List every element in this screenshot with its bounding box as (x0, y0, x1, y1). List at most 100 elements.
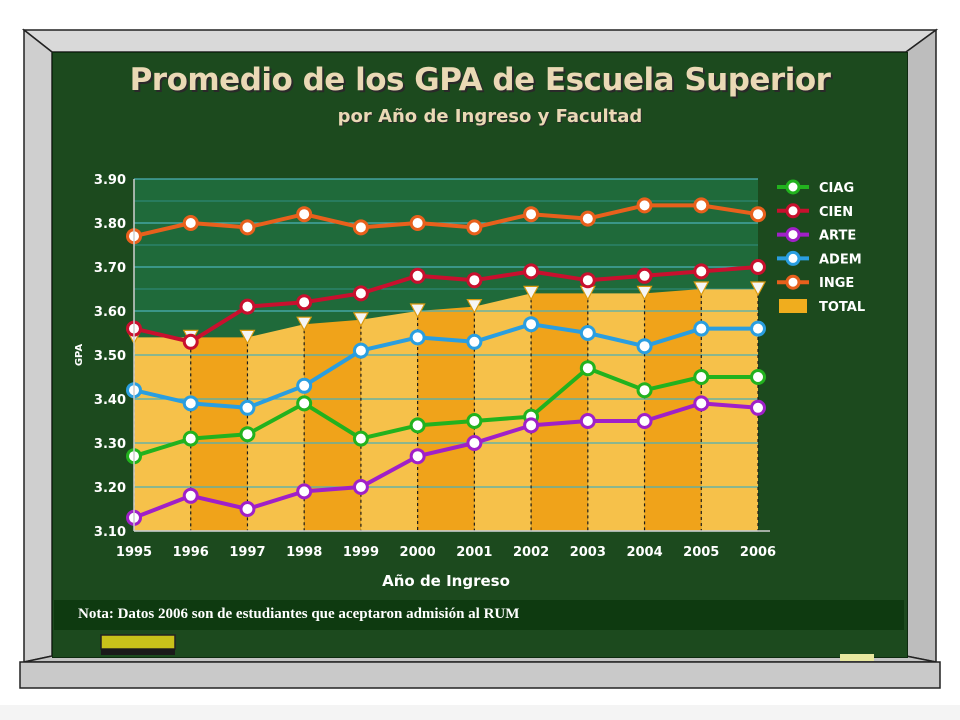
point-cien (579, 272, 596, 289)
point-cien (182, 333, 199, 350)
point-adem (239, 399, 256, 416)
total-point (636, 285, 653, 301)
legend-label-ciag: CIAG (819, 181, 854, 196)
x-tick-label: 2004 (626, 545, 662, 560)
point-cien (750, 259, 766, 275)
y-tick-label: 3.90 (94, 173, 126, 188)
point-arte (239, 501, 256, 517)
y-tick-label: 3.40 (94, 393, 126, 408)
legend-label-inge: INGE (819, 276, 854, 291)
legend-marker-inge (785, 274, 801, 290)
total-area-segment (644, 289, 702, 531)
point-ciag (636, 382, 653, 399)
point-cien (409, 267, 426, 284)
point-cien (636, 267, 653, 284)
total-point (239, 329, 256, 345)
y-tick-label: 3.60 (94, 305, 126, 320)
series-line-inge (133, 203, 759, 239)
y-tick-label: 3.10 (94, 525, 126, 540)
point-inge (636, 197, 653, 214)
point-cien (352, 285, 369, 302)
point-cien (296, 294, 313, 311)
point-adem (636, 338, 653, 355)
y-tick-label: 3.20 (94, 481, 126, 496)
point-arte (693, 395, 710, 412)
chart-subtitle: por Año de Ingreso y Facultad (337, 106, 643, 127)
x-tick-label: 2000 (400, 545, 436, 560)
total-area-segment (701, 289, 758, 531)
chart-title: Promedio de los GPA de Escuela Superior (129, 62, 831, 98)
legend-label-adem: ADEM (819, 252, 862, 267)
total-area-segment (360, 311, 418, 531)
x-tick-label: 2006 (740, 545, 776, 560)
point-arte (352, 479, 369, 495)
point-inge (409, 215, 426, 231)
total-area-segment (531, 293, 588, 531)
x-tick-label: 2003 (570, 545, 606, 560)
point-inge (182, 215, 199, 231)
point-arte (579, 413, 596, 429)
x-tick-label: 2001 (456, 545, 492, 560)
y-tick-label: 3.30 (94, 437, 126, 452)
point-ciag (693, 369, 710, 385)
point-inge (750, 206, 766, 223)
point-ciag (409, 417, 426, 434)
y-tick-label: 3.80 (94, 217, 126, 232)
series-line-cien (133, 265, 759, 344)
point-adem (523, 316, 540, 333)
series-line-arte (133, 401, 759, 520)
point-arte (523, 417, 540, 434)
eraser-icon (100, 634, 176, 655)
total-point (296, 316, 313, 332)
point-arte (409, 448, 426, 465)
point-cien (523, 263, 540, 280)
total-area-segment (134, 337, 191, 531)
point-inge (466, 219, 483, 236)
point-ciag (750, 369, 766, 385)
series-line-ciag (133, 366, 758, 459)
point-adem (296, 377, 313, 394)
point-inge (296, 206, 313, 223)
point-ciag (579, 360, 596, 377)
x-tick-label: 1996 (173, 545, 209, 560)
total-point (352, 312, 369, 328)
axes-layer: 3.10 3.20 3.30 3.40 3.50 3.60 3.70 3.80 3.90 1995… (74, 173, 776, 590)
point-ciag (296, 395, 313, 412)
total-area-segment (417, 306, 475, 531)
series-lines-layer (125, 197, 767, 526)
point-adem (409, 329, 426, 346)
x-tick-label: 1999 (343, 545, 379, 560)
legend-label-total: TOTAL (819, 300, 865, 315)
legend-label-arte: ARTE (819, 229, 856, 244)
point-cien (239, 298, 256, 315)
total-area-segment (190, 337, 248, 531)
point-arte (182, 487, 199, 504)
point-arte (466, 435, 483, 451)
legend-swatch-total (779, 299, 807, 313)
legend-label-cien: CIEN (819, 205, 853, 220)
point-arte (636, 413, 653, 429)
x-tick-label: 1995 (116, 545, 152, 560)
total-area-segment (247, 324, 305, 531)
point-adem (693, 320, 710, 337)
total-point (523, 285, 540, 301)
x-tick-label: 1998 (286, 545, 322, 560)
point-inge (579, 210, 596, 227)
y-tick-label: 3.50 (94, 349, 126, 364)
point-inge (352, 219, 369, 236)
total-area-segment (474, 293, 532, 531)
point-adem (579, 325, 596, 341)
legend-marker-ciag (785, 179, 801, 195)
point-ciag (352, 430, 369, 447)
total-point (409, 303, 426, 319)
total-area-segment (587, 293, 645, 531)
total-point (466, 299, 483, 314)
point-inge (693, 197, 710, 214)
point-ciag (182, 430, 199, 447)
x-axis-label: Año de Ingreso (382, 572, 510, 590)
total-area-segment (304, 319, 361, 531)
point-adem (466, 333, 483, 350)
y-tick-label: 3.70 (94, 261, 126, 276)
point-inge (239, 219, 256, 236)
x-tick-label: 1997 (229, 545, 265, 560)
